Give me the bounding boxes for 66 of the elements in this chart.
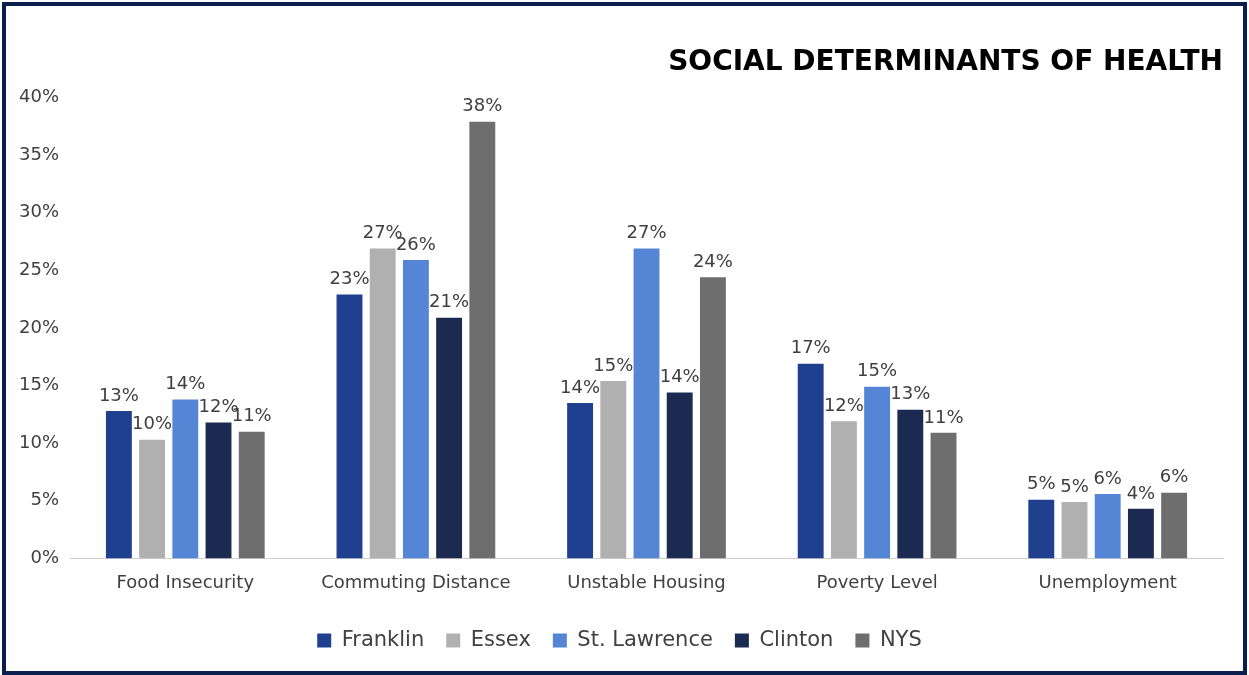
data-label: 12%	[823, 393, 864, 415]
data-label: 10%	[132, 412, 173, 434]
y-tick-label: 25%	[18, 258, 60, 280]
data-label: 23%	[329, 267, 370, 289]
y-tick-label: 5%	[30, 488, 60, 510]
bar	[930, 432, 957, 559]
data-label: 15%	[857, 359, 898, 381]
x-tick-label: Food Insecurity	[116, 570, 255, 592]
bar	[797, 363, 824, 559]
data-label: 17%	[790, 336, 831, 358]
data-label: 13%	[890, 382, 931, 404]
y-tick-label: 30%	[18, 200, 60, 222]
data-label: 24%	[692, 249, 733, 271]
legend-label: Franklin	[341, 626, 425, 651]
bar	[205, 422, 232, 559]
data-label: 6%	[1093, 466, 1122, 488]
legend-label: Clinton	[759, 626, 834, 651]
x-tick-label: Commuting Distance	[321, 570, 511, 592]
data-label: 21%	[429, 290, 470, 312]
legend-label: Essex	[470, 626, 531, 651]
data-label: 11%	[923, 405, 964, 427]
data-label: 6%	[1159, 465, 1189, 487]
bar	[105, 410, 132, 559]
data-label: 14%	[165, 372, 206, 394]
bar	[1161, 492, 1188, 559]
data-label: 13%	[98, 383, 139, 405]
bar	[699, 277, 726, 559]
x-tick-label: Unemployment	[1038, 570, 1177, 592]
x-tick-label: Poverty Level	[816, 570, 938, 592]
bar	[897, 409, 924, 559]
data-label: 14%	[659, 365, 700, 387]
y-tick-label: 10%	[18, 430, 60, 452]
legend-label: NYS	[879, 626, 922, 651]
bar	[830, 421, 857, 559]
bar	[336, 294, 363, 559]
data-label: 14%	[560, 375, 601, 397]
x-tick-label: Unstable Housing	[567, 570, 726, 592]
data-label: 27%	[626, 221, 667, 243]
bar	[402, 260, 429, 559]
bar	[139, 439, 166, 559]
bar	[1127, 508, 1154, 559]
bar	[1094, 493, 1121, 559]
chart-title: SOCIAL DETERMINANTS OF HEALTH	[668, 44, 1223, 78]
data-label: 38%	[462, 94, 503, 116]
bar	[172, 399, 199, 559]
data-label: 4%	[1126, 481, 1156, 503]
bar	[600, 380, 627, 559]
legend-label: St. Lawrence	[577, 626, 713, 651]
y-tick-label: 15%	[18, 373, 60, 395]
y-tick-label: 20%	[18, 315, 60, 337]
y-tick-label: 35%	[18, 142, 60, 164]
bar	[469, 121, 496, 559]
y-tick-label: 0%	[30, 546, 60, 568]
bar	[1028, 499, 1055, 559]
data-label: 5%	[1027, 472, 1056, 494]
bar	[238, 431, 265, 559]
bar	[633, 248, 660, 559]
bar	[666, 392, 693, 559]
y-tick-label: 40%	[18, 85, 60, 107]
bar	[369, 248, 396, 559]
data-label: 5%	[1060, 474, 1089, 496]
data-label: 15%	[593, 353, 634, 375]
bar	[864, 386, 891, 559]
bar	[567, 402, 594, 559]
bar	[436, 317, 463, 559]
bar	[1061, 501, 1088, 559]
